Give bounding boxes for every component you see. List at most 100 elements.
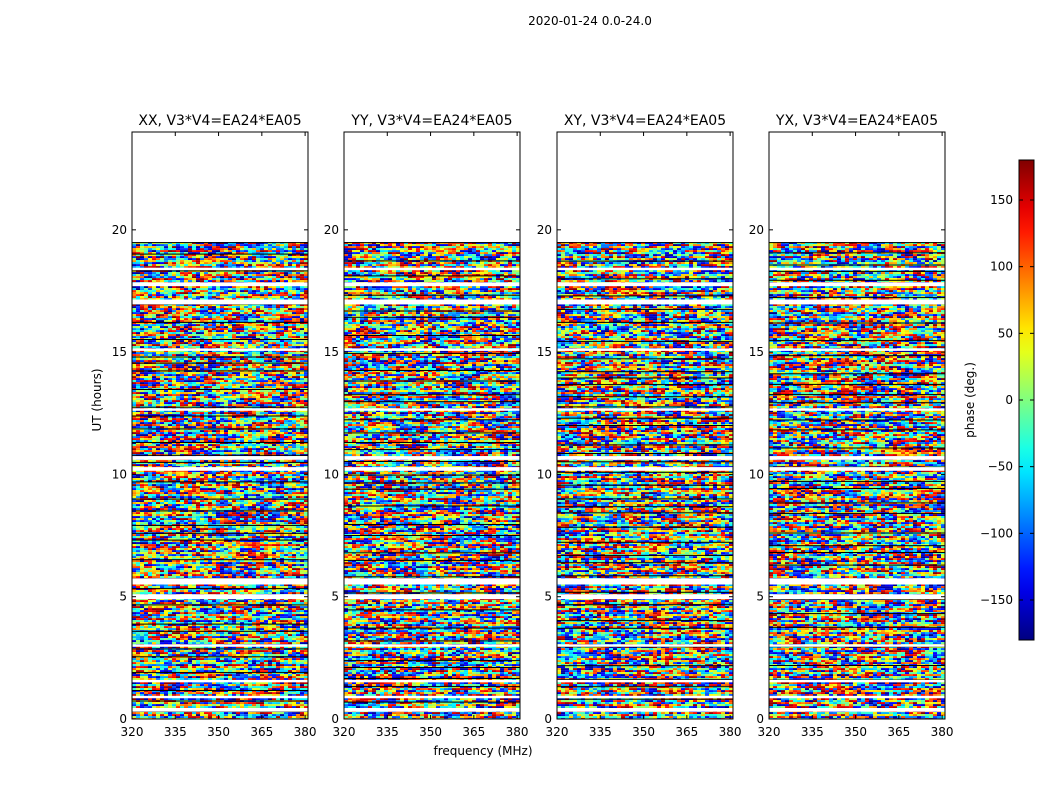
heatmap-cell: [272, 438, 276, 440]
heatmap-cell: [296, 418, 300, 420]
heatmap-cell: [204, 352, 208, 354]
heatmap-cell: [208, 422, 212, 424]
heatmap-cell: [300, 404, 304, 406]
heatmap-cell: [264, 272, 268, 274]
heatmap-cell: [148, 310, 152, 312]
heatmap-cell: [172, 464, 176, 466]
heatmap-cell: [188, 308, 192, 310]
heatmap-cell: [168, 258, 172, 260]
heatmap-cell: [160, 244, 164, 246]
heatmap-cell: [188, 260, 192, 262]
heatmap-cell: [196, 352, 200, 354]
heatmap-cell: [288, 250, 292, 252]
heatmap-cell: [304, 376, 308, 378]
heatmap-cell: [172, 286, 176, 288]
heatmap-cell: [288, 446, 292, 448]
heatmap-cell: [140, 290, 144, 292]
heatmap-cell: [188, 288, 192, 290]
heatmap-cell: [300, 290, 304, 292]
heatmap-cell: [240, 422, 244, 424]
heatmap-cell: [232, 434, 236, 436]
heatmap-cell: [144, 274, 148, 276]
heatmap-cell: [192, 366, 196, 368]
heatmap-cell: [212, 312, 216, 314]
heatmap-cell: [304, 364, 308, 366]
heatmap-cell: [212, 396, 216, 398]
heatmap-cell: [232, 346, 236, 348]
heatmap-cell: [156, 464, 160, 466]
heatmap-cell: [144, 248, 148, 250]
heatmap-cell: [228, 336, 232, 338]
heatmap-cell: [264, 464, 268, 466]
heatmap-cell: [192, 346, 196, 348]
heatmap-cell: [304, 360, 308, 362]
heatmap-cell: [196, 318, 200, 320]
heatmap-cell: [256, 448, 260, 450]
heatmap-cell: [144, 280, 148, 282]
heatmap-cell: [228, 250, 232, 252]
heatmap-cell: [260, 380, 264, 382]
heatmap-cell: [204, 398, 208, 400]
heatmap-cell: [272, 332, 276, 334]
heatmap-cell: [164, 390, 168, 392]
heatmap-cell: [268, 258, 272, 260]
heatmap-cell: [204, 400, 208, 402]
heatmap-cell: [204, 438, 208, 440]
heatmap-cell: [200, 250, 204, 252]
heatmap-cell: [240, 310, 244, 312]
heatmap-cell: [296, 392, 300, 394]
heatmap-cell: [188, 352, 192, 354]
heatmap-cell: [164, 332, 168, 334]
heatmap-cell: [156, 424, 160, 426]
heatmap-cell: [232, 314, 236, 316]
heatmap-cell: [196, 324, 200, 326]
heatmap-cell: [172, 446, 176, 448]
heatmap-cell: [156, 354, 160, 356]
heatmap-cell: [168, 294, 172, 296]
heatmap-cell: [292, 344, 296, 346]
heatmap-cell: [156, 312, 160, 314]
heatmap-cell: [148, 450, 152, 452]
heatmap-cell: [152, 420, 156, 422]
heatmap-cell: [208, 312, 212, 314]
heatmap-cell: [220, 374, 224, 376]
heatmap-cell: [136, 382, 140, 384]
heatmap-cell: [164, 318, 168, 320]
heatmap-cell: [192, 436, 196, 438]
heatmap-cell: [244, 376, 248, 378]
heatmap-cell: [140, 312, 144, 314]
heatmap-cell: [236, 386, 240, 388]
heatmap-cell: [216, 464, 220, 466]
heatmap-cell: [220, 250, 224, 252]
heatmap-cell: [244, 264, 248, 266]
heatmap-cell: [172, 324, 176, 326]
heatmap-cell: [248, 400, 252, 402]
heatmap-cell: [148, 262, 152, 264]
heatmap-cell: [264, 382, 268, 384]
heatmap-cell: [144, 346, 148, 348]
heatmap-cell: [304, 440, 308, 442]
heatmap-cell: [236, 308, 240, 310]
heatmap-cell: [168, 272, 172, 274]
heatmap-cell: [180, 326, 184, 328]
heatmap-cell: [176, 396, 180, 398]
heatmap-cell: [236, 432, 240, 434]
heatmap-cell: [304, 392, 308, 394]
heatmap-cell: [176, 256, 180, 258]
heatmap-cell: [176, 288, 180, 290]
heatmap-cell: [212, 394, 216, 396]
heatmap-cell: [196, 258, 200, 260]
heatmap-cell: [264, 256, 268, 258]
heatmap-cell: [168, 402, 172, 404]
heatmap-cell: [172, 334, 176, 336]
heatmap-cell: [244, 364, 248, 366]
heatmap-cell: [132, 426, 136, 428]
heatmap-cell: [156, 280, 160, 282]
heatmap-cell: [160, 278, 164, 280]
heatmap-cell: [300, 424, 304, 426]
heatmap-cell: [144, 364, 148, 366]
heatmap-cell: [260, 412, 264, 414]
heatmap-cell: [260, 394, 264, 396]
heatmap-cell: [152, 452, 156, 454]
heatmap-cell: [248, 334, 252, 336]
